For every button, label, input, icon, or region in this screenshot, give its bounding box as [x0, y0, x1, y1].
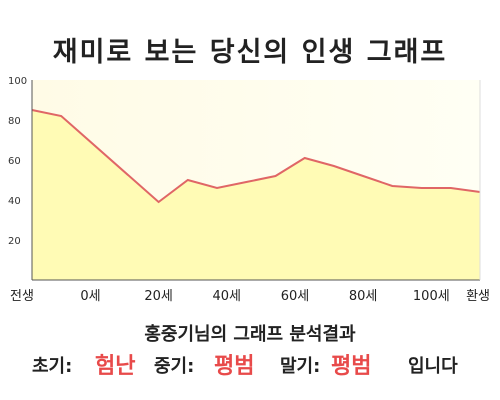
early-value: 험난 [95, 354, 136, 379]
x-tick-label: 0세 [80, 289, 100, 304]
y-tick-labels: 20 40 60 80 100 [8, 76, 27, 247]
x-tick-label: 60세 [281, 289, 310, 304]
chart-title: 재미로 보는 당신의 인생 그래프 [52, 37, 448, 68]
x-tick-label: 80세 [349, 289, 378, 304]
series-line [31, 109, 481, 204]
y-tick-label: 100 [8, 76, 27, 87]
x-tick-label: 전생 [10, 289, 34, 304]
result-suffix: 입니다 [408, 356, 458, 377]
x-tick-label: 40세 [213, 289, 242, 304]
x-tick-label: 환생 [466, 289, 490, 304]
x-tick-label: 20세 [144, 289, 173, 304]
x-tick-label: 100세 [413, 289, 450, 304]
area-fill [32, 110, 480, 280]
y-tick-label: 80 [8, 116, 21, 127]
y-tick-label: 60 [8, 156, 21, 167]
middle-label: 중기: [154, 356, 195, 377]
result-heading: 홍중기님의 그래프 분석결과 [144, 324, 356, 345]
late-label: 말기: [280, 356, 321, 377]
late-value: 평범 [331, 354, 372, 379]
early-label: 초기: [32, 356, 73, 377]
middle-value: 평범 [214, 354, 255, 379]
x-tick-labels: 전생 0세 20세 40세 60세 80세 100세 환생 [10, 289, 490, 304]
y-tick-label: 40 [8, 196, 21, 207]
y-tick-label: 20 [8, 236, 21, 247]
